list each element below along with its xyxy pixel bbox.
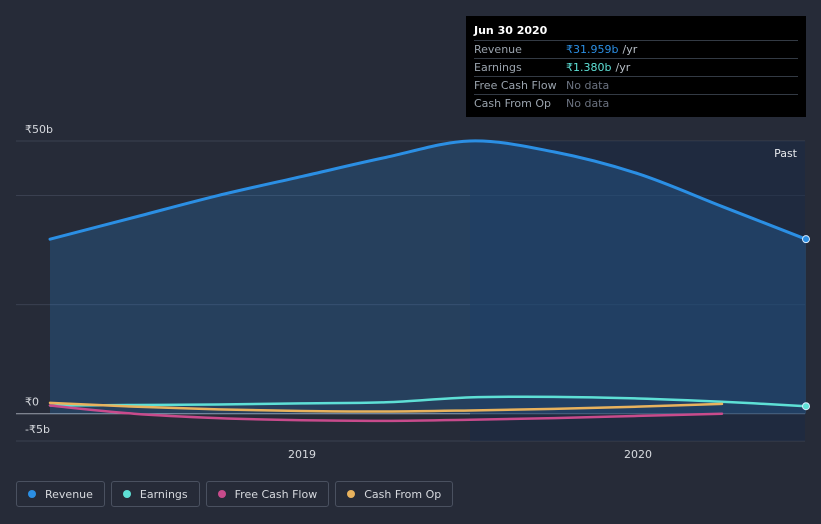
tooltip-row-free-cash-flow: Free Cash Flow No data	[474, 76, 798, 94]
legend-label: Revenue	[45, 487, 93, 501]
past-label: Past	[774, 147, 798, 160]
tooltip-row-earnings: Earnings ₹1.380b /yr	[474, 58, 798, 76]
tooltip-row-revenue: Revenue ₹31.959b /yr	[474, 40, 798, 58]
area-layer	[50, 140, 806, 414]
revenue-line	[48, 139, 808, 241]
legend-item-revenue[interactable]: Revenue	[16, 481, 105, 507]
tooltip-label: Free Cash Flow	[474, 79, 557, 92]
revenue-area	[50, 140, 806, 414]
tooltip-unit: /yr	[615, 61, 631, 74]
earnings-line	[48, 395, 808, 408]
legend-item-free-cash-flow[interactable]: Free Cash Flow	[205, 481, 330, 507]
free-cash-flow-line	[48, 404, 724, 423]
x-tick-label: 2020	[624, 448, 652, 461]
legend-label: Cash From Op	[364, 487, 442, 501]
line-layer	[48, 139, 810, 423]
x-axis-labels: 2019 2020	[288, 448, 652, 461]
legend-item-cash-from-op[interactable]: Cash From Op	[335, 481, 454, 507]
y-tick-label: ₹0	[25, 396, 39, 409]
free-cash-flow-dot-icon	[217, 490, 226, 498]
legend-item-earnings[interactable]: Earnings	[110, 481, 200, 507]
tooltip-value: No data	[566, 97, 610, 110]
earnings-end-point	[802, 402, 810, 411]
tooltip: Jun 30 2020 Revenue ₹31.959b /yr Earning…	[466, 16, 806, 117]
legend: Revenue Earnings Free Cash Flow Cash Fro…	[16, 481, 454, 507]
tooltip-label: Cash From Op	[474, 97, 552, 110]
legend-label: Free Cash Flow	[234, 487, 318, 501]
past-region-shade	[470, 141, 805, 441]
x-tick-label: 2019	[288, 448, 316, 461]
y-axis-labels: ₹50b ₹0 -₹5b	[25, 123, 53, 436]
y-tick-label: ₹50b	[25, 123, 53, 136]
revenue-end-point	[802, 235, 810, 244]
tooltip-label: Earnings	[474, 61, 522, 74]
tooltip-unit: /yr	[622, 43, 638, 56]
revenue-dot-icon	[28, 490, 36, 498]
tooltip-label: Revenue	[474, 43, 522, 56]
cash-from-op-dot-icon	[347, 490, 356, 498]
cash-from-op-line	[48, 401, 724, 413]
y-tick-label: -₹5b	[25, 423, 50, 436]
earnings-dot-icon	[122, 490, 131, 498]
tooltip-row-cash-from-op: Cash From Op No data	[474, 94, 798, 112]
tooltip-value: ₹31.959b	[566, 43, 619, 56]
tooltip-value: No data	[566, 79, 610, 92]
tooltip-value: ₹1.380b	[566, 61, 612, 74]
tooltip-date: Jun 30 2020	[474, 24, 548, 37]
legend-label: Earnings	[139, 487, 188, 501]
